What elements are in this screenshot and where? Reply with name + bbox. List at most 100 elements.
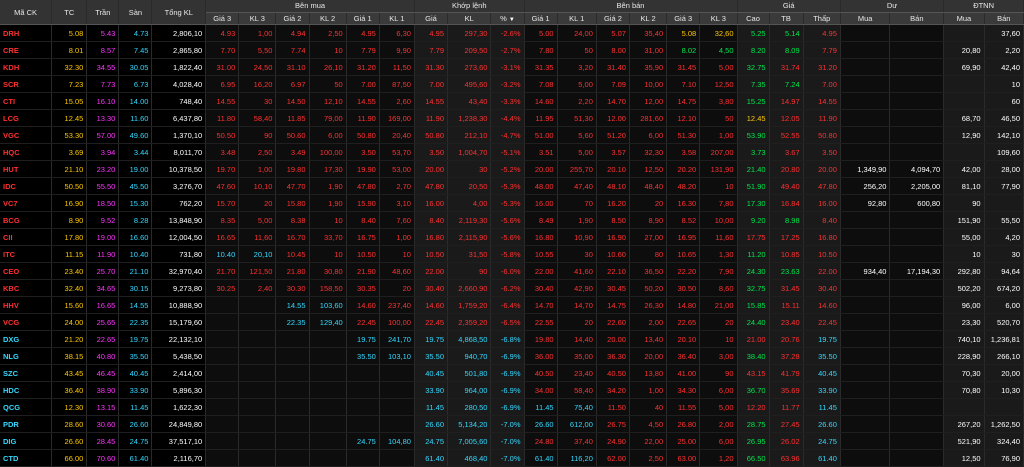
table-row[interactable]: SCR 7.23 7.73 6.73 4,028,40 6.95 16,20 6.97 50 7.… [0, 75, 1024, 93]
residual-buy [840, 75, 891, 93]
symbol-cell[interactable]: CTI [0, 92, 53, 110]
symbol-cell[interactable]: HUT [0, 160, 53, 178]
sort-down-icon[interactable]: ▼ [508, 16, 515, 23]
table-row[interactable]: KDH 32.30 34.55 30.05 1,822,40 31.00 24,50 31.1… [0, 58, 1024, 76]
symbol-cell[interactable]: SZC [0, 364, 53, 382]
table-row[interactable]: SZC 43.45 46.45 40.45 2,414,00 40.45 501,80 -6.… [0, 364, 1024, 382]
avg-price: 37.28 [769, 347, 804, 365]
symbol-cell[interactable]: HQC [0, 143, 53, 161]
table-row[interactable]: IDC 50.50 55.50 45.50 3,276,70 47.60 10,10 47.7… [0, 177, 1024, 195]
table-row[interactable]: HUT 21.10 23.20 19.00 10,378,50 19.70 1,00 19.8… [0, 160, 1024, 178]
table-row[interactable]: HHV 15.60 16.65 14.55 10,888,90 14.55 103,60 14… [0, 296, 1024, 314]
symbol-cell[interactable]: VC7 [0, 194, 53, 212]
buy-vol-1: 53,00 [379, 160, 415, 178]
symbol-cell[interactable]: SCR [0, 75, 53, 93]
table-row[interactable]: DXG 21.20 22.65 19.75 22,132,10 19.75 241,70 19… [0, 330, 1024, 348]
foreign-sell: 37,60 [984, 24, 1024, 42]
symbol-cell[interactable]: VCG [0, 313, 53, 331]
table-row[interactable]: CEO 23.40 25.70 21.10 32,970,40 21.70 121,50 21… [0, 262, 1024, 280]
symbol-cell[interactable]: CRE [0, 41, 53, 59]
match-volume: 20,50 [447, 177, 492, 195]
table-row[interactable]: CTD 66.00 70.60 61.40 2,116,70 61.40 468,40 -7.… [0, 449, 1024, 467]
symbol-cell[interactable]: HDC [0, 381, 53, 399]
symbol-cell[interactable]: LCG [0, 109, 53, 127]
col-du-ban[interactable]: Bán [889, 12, 945, 25]
table-row[interactable]: HDC 36.40 38.90 33.90 5,896,30 33.90 964,00 -6.… [0, 381, 1024, 399]
col-mua-kl2[interactable]: KL 2 [309, 12, 347, 25]
symbol-cell[interactable]: DRH [0, 24, 53, 42]
table-row[interactable]: CII 17.80 19.00 16.60 12,004,50 16.65 11,60 16.… [0, 228, 1024, 246]
col-khop-gia[interactable]: Giá [414, 12, 449, 25]
tran-cell: 46.45 [86, 364, 120, 382]
col-khop-pct[interactable]: % ▼ [490, 12, 525, 25]
residual-buy: 92,80 [840, 194, 891, 212]
table-row[interactable]: DIG 26.60 28.45 24.75 37,517,10 24.75 104,80 24… [0, 432, 1024, 450]
table-row[interactable]: BCG 8.90 9.52 8.28 13,848,90 8.35 5,00 8.38 10 8.… [0, 211, 1024, 229]
table-row[interactable]: NLG 38.15 40.80 35.50 5,438,50 35.50 103,10 35.… [0, 347, 1024, 365]
col-mua-kl3[interactable]: KL 3 [238, 12, 277, 25]
table-row[interactable]: HQC 3.69 3.94 3.44 8,011,70 3.48 2,50 3.49 100,0… [0, 143, 1024, 161]
table-row[interactable]: PDR 28.60 30.60 26.60 24,849,80 26.60 5,134,20… [0, 415, 1024, 433]
symbol-cell[interactable]: CEO [0, 262, 53, 280]
col-du-mua[interactable]: Mua [840, 12, 891, 25]
symbol-cell[interactable]: DIG [0, 432, 53, 450]
col-ban-gia1[interactable]: Giá 1 [524, 12, 558, 25]
table-row[interactable]: ITC 11.15 11.90 10.40 731,80 10.40 20,10 10.45 1… [0, 245, 1024, 263]
low-price: 47.80 [803, 177, 841, 195]
buy-price-3 [205, 415, 240, 433]
symbol-cell[interactable]: DXG [0, 330, 53, 348]
symbol-cell[interactable]: ITC [0, 245, 53, 263]
symbol-cell[interactable]: KDH [0, 58, 53, 76]
sell-price-2: 26.75 [596, 415, 630, 433]
col-tc[interactable]: TC [51, 0, 88, 25]
symbol-cell[interactable]: CII [0, 228, 53, 246]
tc-cell: 50.50 [51, 177, 88, 195]
col-ban-kl2[interactable]: KL 2 [629, 12, 668, 25]
table-row[interactable]: CTI 15.05 16.10 14.00 748,40 14.55 30 14.50 12,1… [0, 92, 1024, 110]
col-ban-kl3[interactable]: KL 3 [699, 12, 738, 25]
col-ban-gia2[interactable]: Giá 2 [596, 12, 630, 25]
col-ma-ck[interactable]: Mã CK [0, 0, 53, 25]
table-row[interactable]: LCG 12.45 13.30 11.60 6,437,80 11.80 58,40 11.8… [0, 109, 1024, 127]
buy-price-3: 14.55 [205, 92, 240, 110]
col-nn-mua[interactable]: Mua [943, 12, 985, 25]
table-row[interactable]: VC7 16.90 18.50 15.30 762,20 15.70 20 15.80 1,90… [0, 194, 1024, 212]
symbol-cell[interactable]: BCG [0, 211, 53, 229]
table-row[interactable]: DRH 5.08 5.43 4.73 2,806,10 4.93 1,00 4.94 2,50 4… [0, 24, 1024, 42]
table-row[interactable]: VGC 53.30 57.00 49.60 1,370,10 50.50 90 50.60 6,… [0, 126, 1024, 144]
symbol-cell[interactable]: IDC [0, 177, 53, 195]
col-tong-kl[interactable]: Tổng KL [151, 0, 207, 25]
col-tb[interactable]: TB [769, 12, 804, 25]
residual-buy [840, 432, 891, 450]
col-thap[interactable]: Thấp [803, 12, 841, 25]
col-cao[interactable]: Cao [737, 12, 770, 25]
col-mua-gia1[interactable]: Giá 1 [346, 12, 380, 25]
col-tran[interactable]: Trần [86, 0, 120, 25]
total-volume-cell: 22,132,10 [151, 330, 207, 348]
table-row[interactable]: KBC 32.40 34.65 30.15 9,273,80 30.25 2,40 30.30… [0, 279, 1024, 297]
col-san[interactable]: Sàn [118, 0, 153, 25]
col-mua-gia2[interactable]: Giá 2 [275, 12, 310, 25]
col-mua-kl1[interactable]: KL 1 [379, 12, 415, 25]
symbol-cell[interactable]: PDR [0, 415, 53, 433]
sell-price-3: 51.30 [666, 126, 701, 144]
tc-cell: 3.69 [51, 143, 88, 161]
col-khop-kl[interactable]: KL [447, 12, 492, 25]
table-row[interactable]: VCG 24.00 25.65 22.35 15,179,60 22.35 129,40 22… [0, 313, 1024, 331]
col-ban-gia3[interactable]: Giá 3 [666, 12, 701, 25]
col-ban-kl1[interactable]: KL 1 [557, 12, 597, 25]
total-volume-cell: 13,848,90 [151, 211, 207, 229]
san-cell: 10.40 [118, 245, 153, 263]
sell-price-1: 8.49 [524, 211, 558, 229]
table-row[interactable]: CRE 8.01 8.57 7.45 2,865,80 7.70 5,50 7.74 10 7.7… [0, 41, 1024, 59]
symbol-cell[interactable]: CTD [0, 449, 53, 467]
buy-price-2: 31.10 [275, 58, 310, 76]
symbol-cell[interactable]: NLG [0, 347, 53, 365]
col-nn-ban[interactable]: Bán [984, 12, 1024, 25]
symbol-cell[interactable]: VGC [0, 126, 53, 144]
col-mua-gia3[interactable]: Giá 3 [205, 12, 240, 25]
sell-price-3: 20.10 [666, 330, 701, 348]
symbol-cell[interactable]: HHV [0, 296, 53, 314]
symbol-cell[interactable]: KBC [0, 279, 53, 297]
buy-price-3 [205, 398, 240, 416]
